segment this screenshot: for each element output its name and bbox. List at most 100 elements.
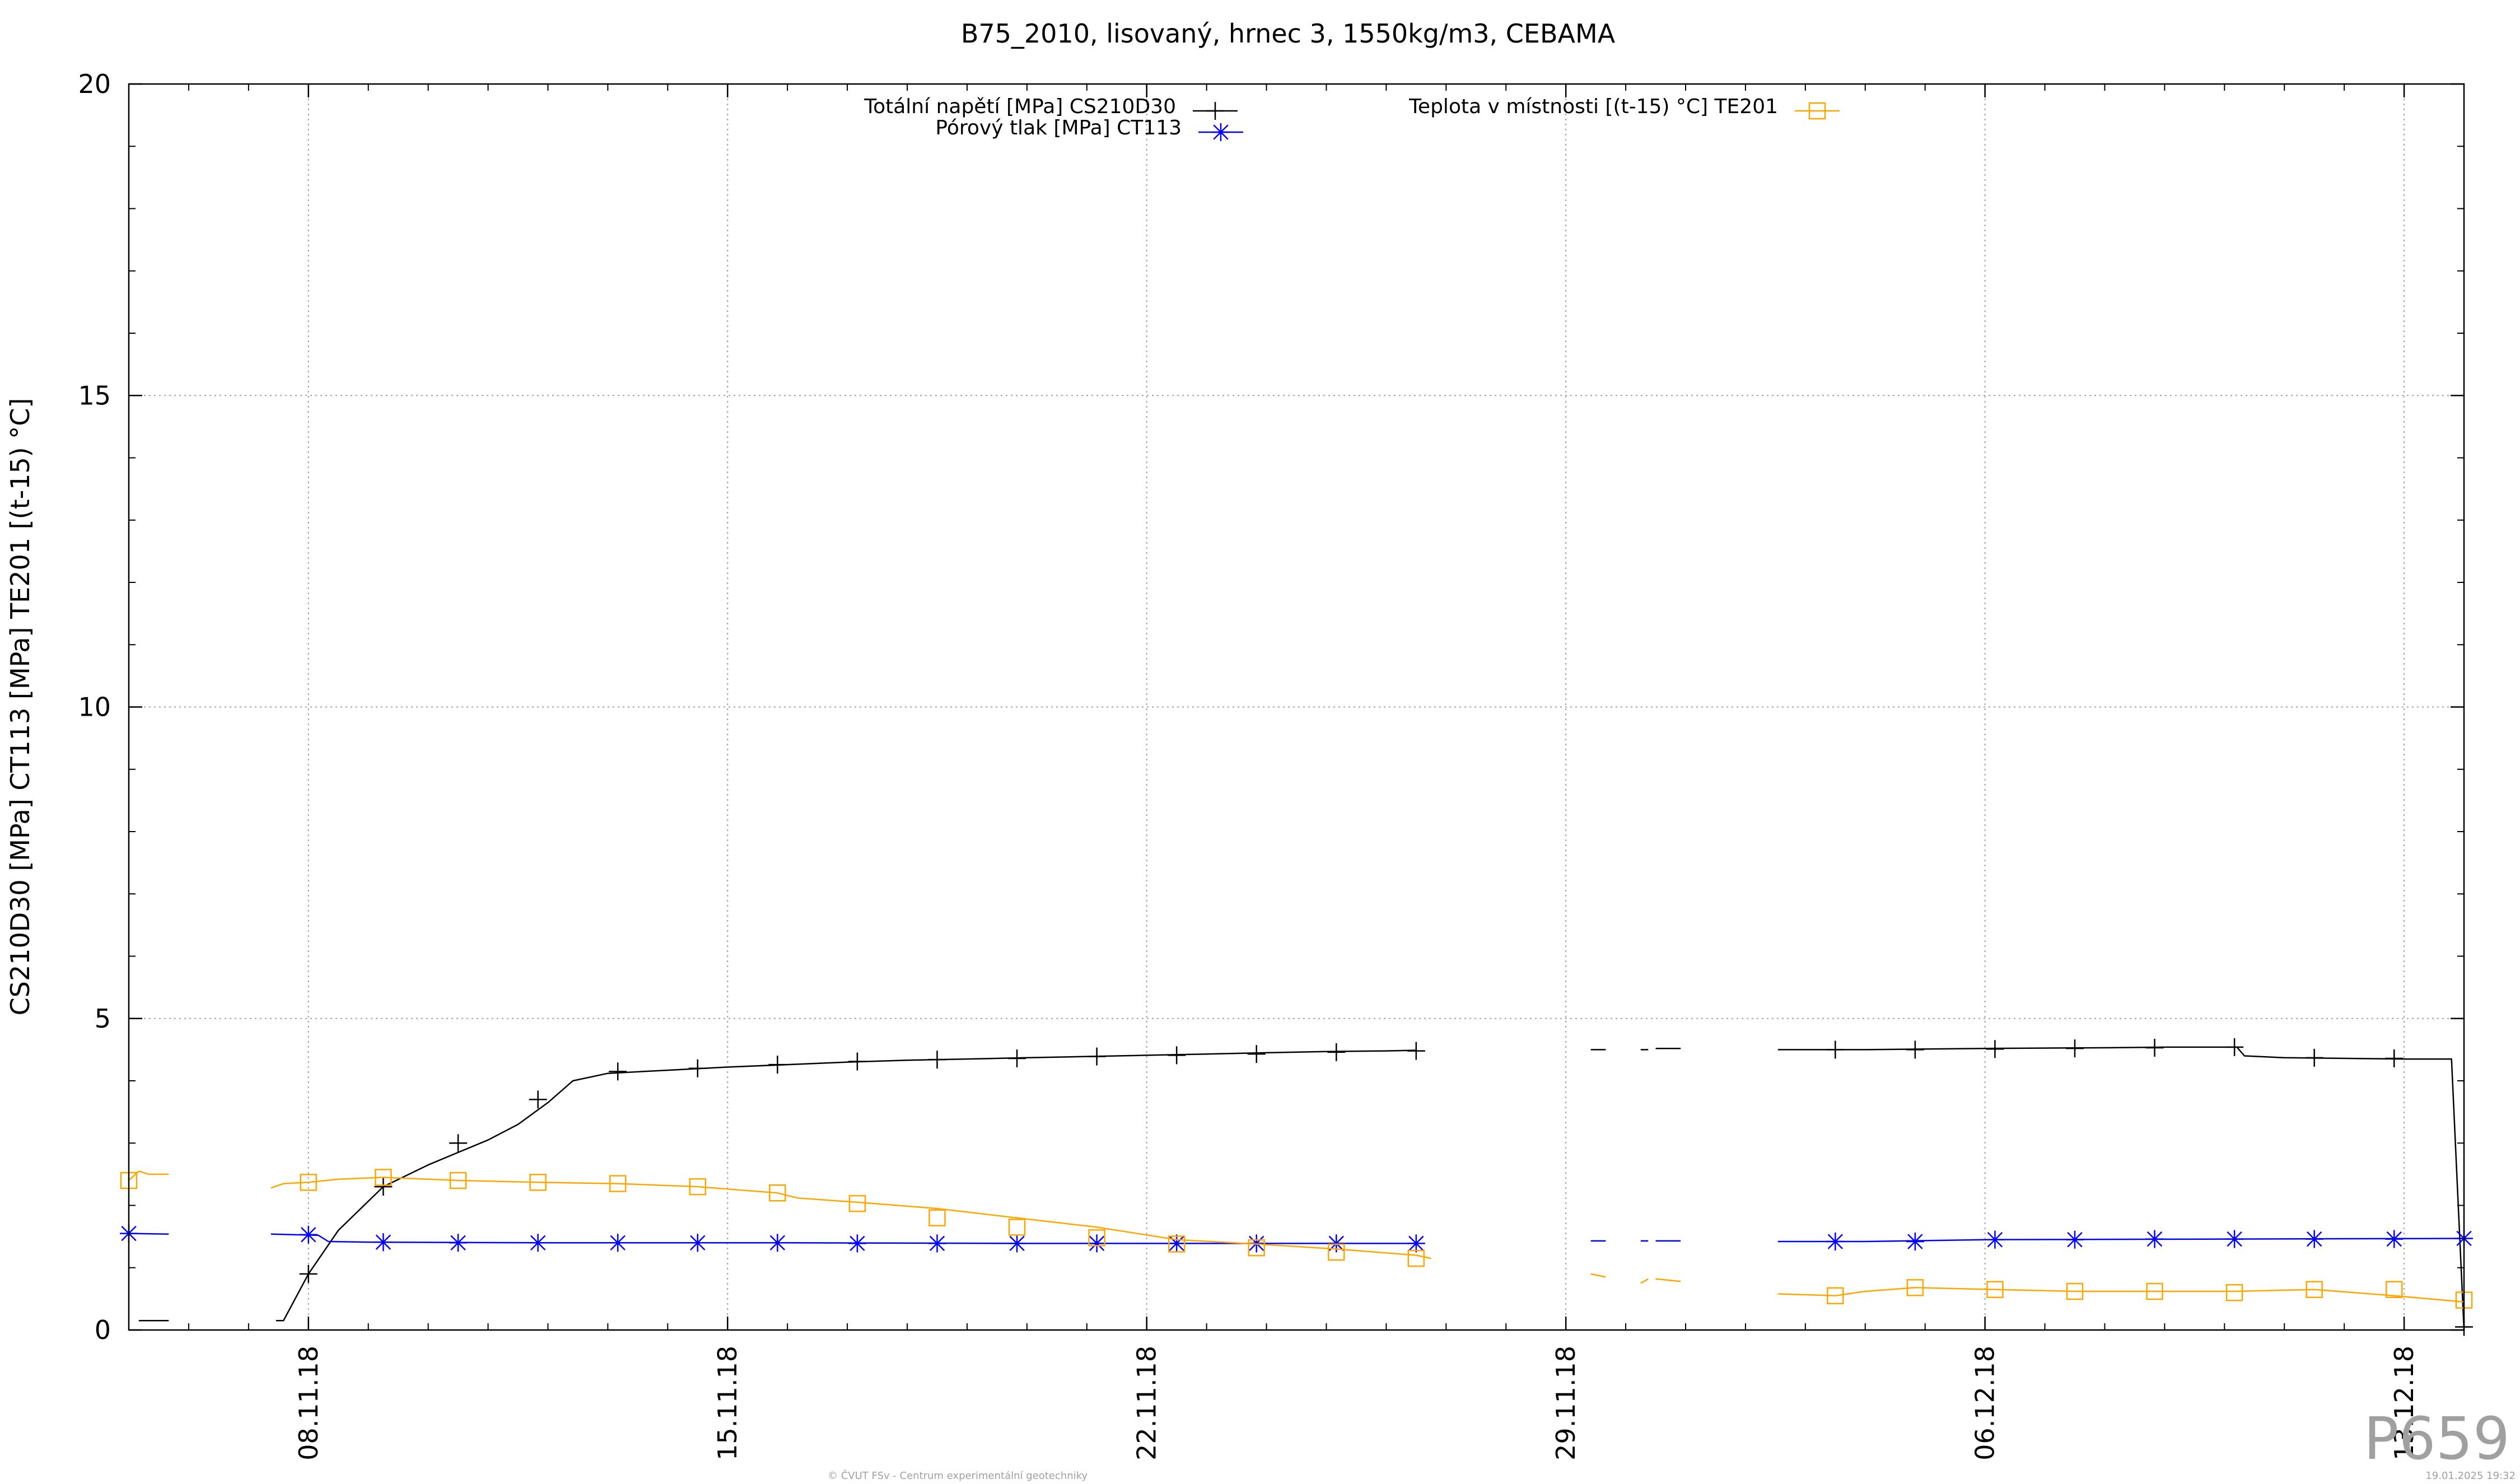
series-marker (2225, 1230, 2244, 1248)
series-marker (2066, 1282, 2084, 1300)
series-marker (609, 1234, 627, 1252)
series-marker (1168, 1046, 1186, 1065)
series-marker (769, 1184, 786, 1202)
series-marker-d2 (610, 1235, 626, 1250)
chart-title: B75_2010, lisovaný, hrnec 3, 1550kg/m3, … (961, 18, 1616, 49)
x-tick-label: 29.11.18 (1551, 1346, 1581, 1460)
series-marker-d2 (2227, 1231, 2242, 1247)
series-marker (1906, 1233, 1924, 1251)
y-tick-label: 10 (78, 692, 111, 722)
series-marker-d2 (375, 1234, 391, 1250)
series-marker (1407, 1042, 1425, 1060)
legend-marker (1206, 102, 1224, 120)
series-marker (2306, 1281, 2323, 1298)
series-marker-box (2306, 1281, 2323, 1298)
series-line-segment (128, 1170, 169, 1181)
series-marker (1827, 1287, 1844, 1305)
series-marker-box (1088, 1229, 1105, 1247)
series-marker (928, 1234, 946, 1253)
series-marker (529, 1234, 547, 1252)
series-marker (2225, 1284, 2243, 1301)
y-axis: 0 5 10 15 20 (78, 69, 2464, 1345)
series-marker (1986, 1040, 2004, 1058)
legend-marker (1808, 102, 1826, 120)
series-marker-d2 (1009, 1235, 1025, 1252)
series-marker (1407, 1249, 1425, 1267)
series-line-segment (1777, 1238, 2465, 1243)
series-marker (299, 1264, 318, 1283)
y-tick-label: 5 (95, 1004, 111, 1034)
series-marker (299, 1225, 318, 1244)
series-marker (2066, 1039, 2084, 1058)
x-tick-label: 08.11.18 (293, 1346, 324, 1460)
series-marker (375, 1169, 392, 1186)
footer-copyright: © ČVUT FSv - Centrum experimentální geot… (828, 1469, 1088, 1482)
series-marker (449, 1234, 468, 1252)
series-marker (1906, 1279, 1924, 1296)
series-marker (2385, 1230, 2404, 1248)
series-marker (2305, 1048, 2323, 1067)
legend-label: Pórový tlak [MPa] CT113 (935, 116, 1182, 139)
series-marker (529, 1174, 547, 1191)
series-marker (928, 1051, 946, 1069)
series-line-segment (1777, 1046, 2465, 1331)
series-marker (1986, 1281, 2004, 1298)
series-marker (2146, 1282, 2163, 1300)
series-marker-d2 (2386, 1231, 2402, 1247)
series-marker (2386, 1281, 2403, 1298)
series-marker (1826, 1040, 1845, 1059)
series-marker-d2 (1907, 1234, 1923, 1249)
series-marker (374, 1233, 393, 1252)
series-marker-d2 (769, 1235, 786, 1250)
series-1 (138, 1038, 2473, 1336)
series-marker (1986, 1230, 2004, 1249)
series-marker (2145, 1039, 2164, 1057)
series-marker-box (848, 1194, 866, 1212)
series-marker-box (1986, 1281, 2004, 1298)
series-line-segment (1640, 1278, 1649, 1284)
series-marker (1327, 1043, 1346, 1061)
series-marker (609, 1175, 627, 1192)
series-marker (2385, 1049, 2404, 1067)
series-2 (120, 1224, 2473, 1253)
series-line-segment (1590, 1273, 1606, 1278)
x-tick-label: 13.12.18 (2389, 1346, 2419, 1460)
footer-timestamp: 19.01.2025 19:32 (2425, 1470, 2516, 1482)
series-line-segment (1777, 1287, 2465, 1303)
series-marker (848, 1052, 866, 1071)
x-tick-label: 15.11.18 (712, 1346, 743, 1460)
series-marker-box (769, 1184, 786, 1202)
series-marker (609, 1062, 627, 1081)
series-marker-box (529, 1174, 547, 1191)
series-line-segment (1655, 1278, 1681, 1282)
series-marker-box (375, 1169, 392, 1186)
series-line-segment (270, 1177, 1431, 1259)
series-marker (2145, 1230, 2164, 1248)
series-line-segment (276, 1049, 1416, 1322)
series-marker-d2 (1169, 1235, 1184, 1252)
series-marker-box (2225, 1284, 2243, 1301)
series-marker-d2 (450, 1235, 466, 1250)
series-marker (1088, 1234, 1106, 1253)
x-tick-label: 06.12.18 (1970, 1346, 2000, 1460)
series-marker (928, 1209, 946, 1226)
series-marker (1008, 1219, 1026, 1236)
series-marker (848, 1194, 866, 1212)
y-tick-label: 15 (78, 380, 111, 410)
y-tick-label: 0 (95, 1315, 111, 1345)
series-marker (1008, 1049, 1026, 1067)
series-marker-box (2066, 1282, 2084, 1300)
series-marker (1906, 1040, 1924, 1059)
series-marker-d2 (1089, 1235, 1105, 1252)
series-marker (1407, 1234, 1425, 1253)
series-marker-d2 (1827, 1234, 1843, 1249)
series-marker (688, 1234, 707, 1252)
series-layer (120, 1038, 2473, 1336)
series-marker (1168, 1234, 1186, 1253)
legend-marker (1212, 123, 1230, 141)
series-marker-box (2386, 1281, 2403, 1298)
series-marker-d2 (690, 1235, 706, 1250)
series-marker-d2 (2146, 1231, 2163, 1247)
